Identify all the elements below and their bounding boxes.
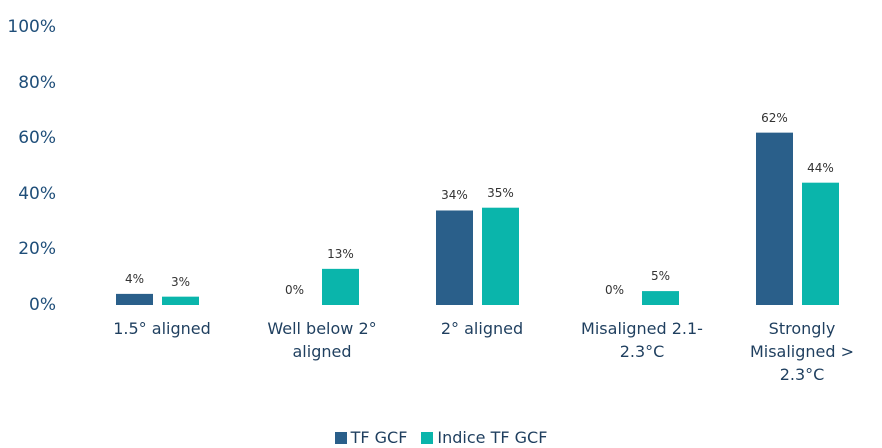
legend: TF GCF Indice TF GCF	[0, 428, 882, 447]
legend-swatch	[334, 431, 347, 444]
bar	[162, 296, 199, 305]
bar	[116, 293, 153, 305]
y-tick-label: 20%	[18, 239, 56, 260]
bar	[322, 268, 359, 305]
bar	[756, 132, 793, 305]
y-tick-label: 80%	[18, 72, 56, 93]
bar	[482, 207, 519, 305]
legend-label: Indice TF GCF	[437, 428, 548, 447]
x-tick-label: Strongly Misaligned > 2.3°C	[749, 319, 855, 384]
x-tick-label: 1.5° aligned	[113, 319, 211, 338]
bar	[436, 210, 473, 305]
data-label: 0%	[284, 283, 305, 297]
y-tick-label: 60%	[18, 128, 56, 149]
data-label: 0%	[604, 283, 625, 297]
data-label: 13%	[327, 246, 354, 261]
y-tick-label: 40%	[18, 183, 56, 204]
x-tick-label: 2° aligned	[440, 319, 524, 338]
y-tick-label: 100%	[7, 17, 56, 37]
data-label: 44%	[807, 160, 834, 175]
data-label: 62%	[761, 110, 788, 125]
data-label: 35%	[487, 185, 514, 200]
data-label: 3%	[170, 274, 191, 289]
legend-item: Indice TF GCF	[421, 428, 547, 447]
data-label: 34%	[441, 188, 468, 203]
bar	[802, 182, 839, 305]
data-label: 5%	[650, 269, 671, 284]
x-tick-label: Well below 2° aligned	[267, 319, 377, 361]
bar	[642, 291, 679, 305]
y-tick-label: 0%	[29, 295, 56, 315]
legend-item: TF GCF	[334, 428, 408, 447]
data-label: 4%	[124, 271, 145, 286]
x-tick-label: Misaligned 2.1-2.3°C	[581, 319, 703, 361]
legend-swatch	[421, 431, 434, 444]
legend-label: TF GCF	[350, 428, 408, 447]
